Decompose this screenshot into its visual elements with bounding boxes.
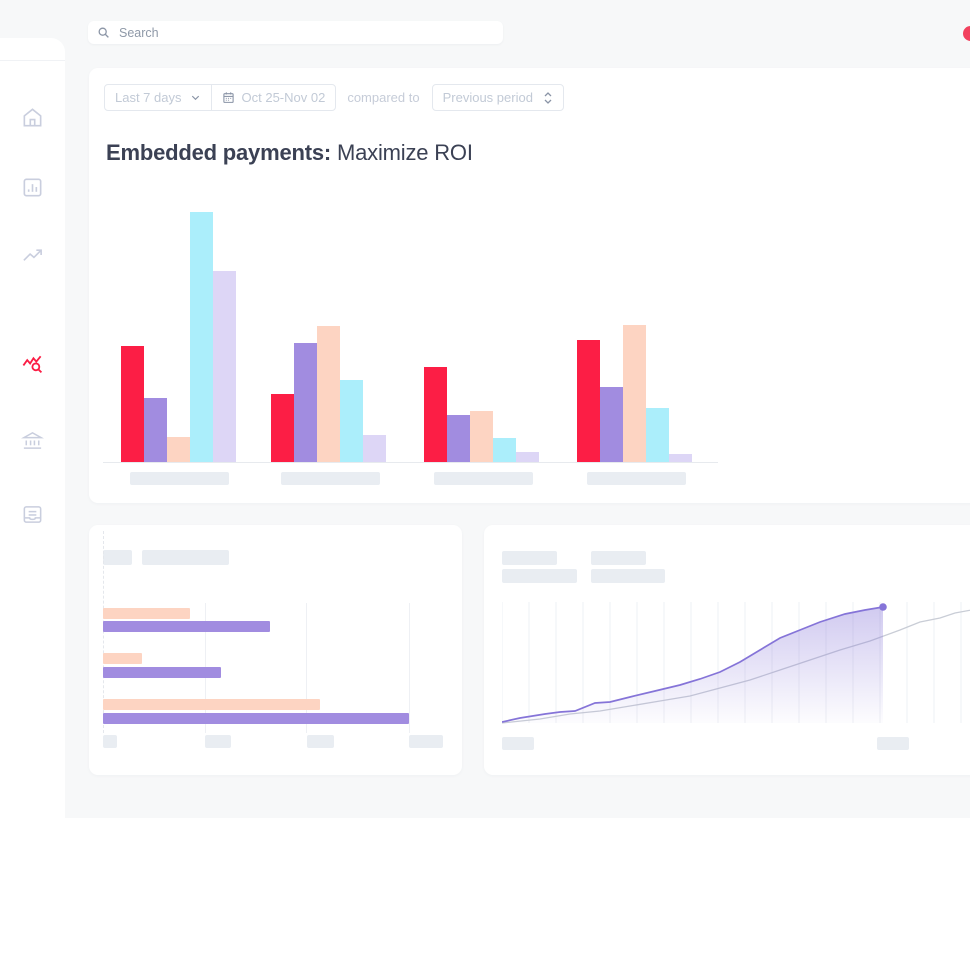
sidebar-item-analytics[interactable] (0, 174, 65, 200)
search-input[interactable] (117, 24, 494, 41)
axis-label-skeleton (130, 472, 229, 485)
axis-label-skeleton (281, 472, 380, 485)
home-icon (23, 107, 42, 126)
endpoint-dot (879, 603, 887, 611)
horizontal-bar-chart (103, 600, 409, 730)
axis-tick-skeleton (307, 735, 334, 748)
legend-skeleton (502, 569, 577, 583)
date-picker-value: Oct 25-Nov 02 (241, 90, 326, 105)
card-title-skeleton (142, 550, 229, 565)
bar-cyan (340, 380, 363, 462)
compare-select[interactable]: Previous period (431, 84, 564, 111)
hbar-peach (103, 699, 320, 710)
page-title: Embedded payments: Maximize ROI (106, 140, 473, 166)
card-title-skeleton (103, 550, 132, 565)
bar-lavender (213, 271, 236, 462)
page-title-regular: Maximize ROI (337, 140, 473, 165)
compared-to-label: compared to (347, 90, 420, 105)
gridline (306, 603, 307, 733)
filter-row: Last 7 days Oct 25-Nov 02 compared to Pr… (104, 84, 564, 111)
sidebar-divider (0, 60, 65, 61)
compare-select-value: Previous period (442, 90, 533, 105)
line-chart (501, 600, 970, 725)
search-bar[interactable] (88, 21, 503, 44)
insights-search-icon (22, 355, 43, 373)
legend-skeleton (502, 551, 557, 565)
hbar-peach (103, 608, 190, 619)
axis-tick-skeleton (103, 735, 117, 748)
sidebar-item-insights[interactable] (0, 350, 65, 376)
bar-peach (317, 326, 340, 462)
axis-tick-skeleton (502, 737, 534, 750)
bar-crimson (121, 346, 144, 462)
axis-label-skeleton (587, 472, 686, 485)
app-frame: Last 7 days Oct 25-Nov 02 compared to Pr… (0, 21, 970, 818)
notification-badge[interactable] (963, 26, 970, 41)
hbar-peach (103, 653, 142, 664)
gridline (409, 603, 410, 733)
page-title-bold: Embedded payments: (106, 140, 332, 165)
axis-tick-skeleton (205, 735, 231, 748)
bar-purple (447, 415, 470, 462)
chevron-down-icon (191, 95, 199, 101)
bar-peach (623, 325, 646, 462)
calendar-icon (222, 92, 234, 103)
current-period-area (502, 607, 883, 723)
date-picker[interactable]: Oct 25-Nov 02 (210, 84, 337, 111)
gridline (103, 531, 105, 733)
line-card (484, 525, 970, 775)
bar-lavender (363, 435, 386, 462)
legend-skeleton (591, 569, 665, 583)
chevron-up-down-icon (544, 91, 552, 104)
legend-skeleton (591, 551, 646, 565)
bar-chart-panel-icon (23, 178, 42, 196)
hbar-card (89, 525, 462, 775)
bar-purple (600, 387, 623, 462)
axis-tick-skeleton (409, 735, 443, 748)
bar-purple (294, 343, 317, 462)
hbar-purple (103, 667, 221, 678)
bar-purple (144, 398, 167, 462)
bank-icon (21, 431, 44, 449)
bar-crimson (271, 394, 294, 462)
sidebar-item-reports[interactable] (0, 501, 65, 527)
bar-crimson (577, 340, 600, 462)
report-icon (23, 505, 42, 523)
grouped-bar-chart (103, 210, 718, 463)
bar-crimson (424, 367, 447, 462)
sidebar-item-home[interactable] (0, 104, 65, 130)
current-period-line (501, 606, 884, 723)
sidebar-item-trends[interactable] (0, 242, 65, 268)
hbar-purple (103, 621, 270, 632)
bar-cyan (190, 212, 213, 462)
bar-cyan (646, 408, 669, 462)
date-range-select[interactable]: Last 7 days (104, 84, 212, 111)
bar-lavender (516, 452, 539, 462)
sidebar (0, 38, 65, 818)
main-card: Last 7 days Oct 25-Nov 02 compared to Pr… (89, 68, 970, 503)
search-icon (98, 27, 109, 38)
bar-peach (167, 437, 190, 462)
sidebar-item-banking[interactable] (0, 427, 65, 453)
axis-label-skeleton (434, 472, 533, 485)
bar-peach (470, 411, 493, 462)
date-range-label: Last 7 days (115, 90, 182, 105)
axis-tick-skeleton (877, 737, 909, 750)
hbar-purple (103, 713, 409, 724)
trend-up-icon (23, 248, 42, 261)
bar-cyan (493, 438, 516, 462)
bar-lavender (669, 454, 692, 462)
